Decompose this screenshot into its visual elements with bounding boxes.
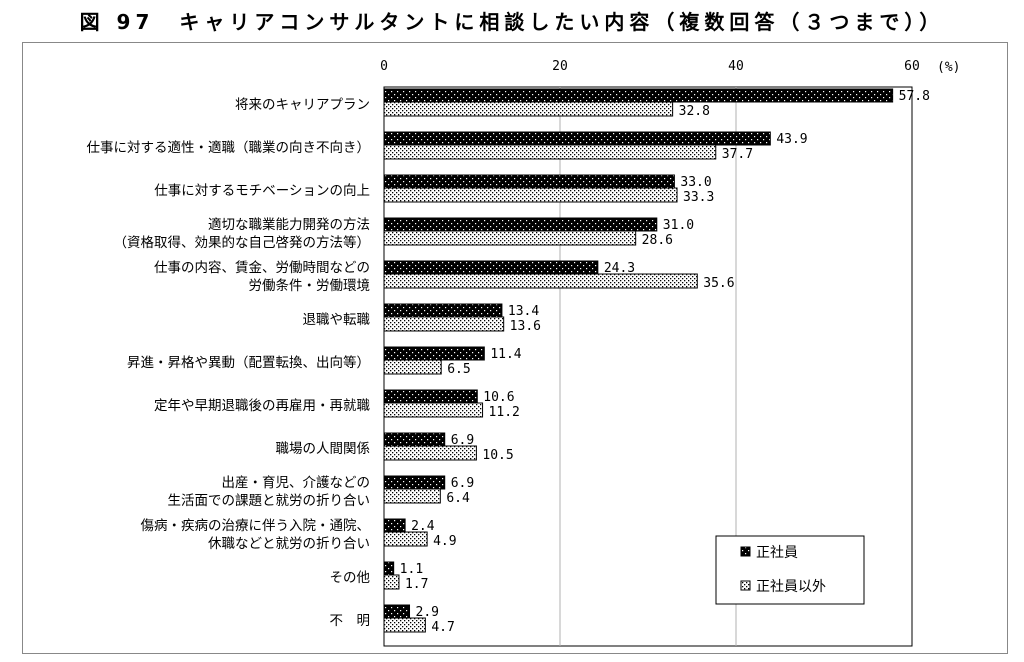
x-tick-label: 0 <box>380 59 388 74</box>
bar-seishain <box>383 346 485 361</box>
bar-seishain-igai <box>383 273 698 289</box>
category-label: 不 明 <box>330 613 371 629</box>
category-label: 出産・育児、介護などの <box>222 475 371 491</box>
bar-seishain <box>383 303 503 318</box>
bar-seishain <box>383 88 894 103</box>
bars <box>383 88 894 633</box>
bar-seishain-igai <box>383 359 442 375</box>
data-label-seishain: 33.0 <box>680 175 711 190</box>
data-label-seishain-igai: 4.7 <box>431 620 454 635</box>
bar-seishain-igai <box>383 402 484 418</box>
category-label: 昇進・昇格や異動（配置転換、出向等） <box>127 354 370 371</box>
data-label-seishain-igai: 4.9 <box>433 534 456 549</box>
bar-seishain-igai <box>383 531 428 547</box>
data-label-seishain-igai: 1.7 <box>405 577 428 592</box>
legend-swatch-seishain <box>740 546 751 557</box>
bar-seishain <box>383 475 446 490</box>
data-label-seishain-igai: 11.2 <box>489 405 520 420</box>
data-label-seishain: 6.9 <box>451 476 474 491</box>
bar-seishain <box>383 604 411 619</box>
bar-seishain-igai <box>383 617 426 633</box>
legend-swatch-seishain-igai <box>740 580 751 591</box>
chart-title: 図 97 キャリアコンサルタントに相談したい内容（複数回答（３つまで）） <box>79 10 945 34</box>
data-label-seishain: 24.3 <box>604 261 635 276</box>
category-label: 仕事に対するモチベーションの向上 <box>154 183 370 199</box>
data-label-seishain: 2.4 <box>411 519 435 534</box>
category-label: その他 <box>330 570 371 586</box>
category-label: 将来のキャリアプラン <box>235 97 370 113</box>
bar-seishain-igai <box>383 101 674 117</box>
data-label-seishain-igai: 10.5 <box>482 448 513 463</box>
bar-seishain <box>383 389 478 404</box>
bar-seishain <box>383 561 395 576</box>
labels: 0 20 40 60 (%) 57.8 32.8 将来のキャリアプラン 43.9 37.7 仕事に対… <box>87 59 961 635</box>
legend-label-seishain-igai: 正社員以外 <box>756 579 826 595</box>
data-label-seishain-igai: 28.6 <box>642 233 673 248</box>
bar-seishain <box>383 432 446 447</box>
data-label-seishain: 6.9 <box>451 433 474 448</box>
data-label-seishain: 57.8 <box>899 89 930 104</box>
category-label: 定年や早期退職後の再雇用・再就職 <box>154 397 370 414</box>
data-label-seishain: 13.4 <box>508 304 539 319</box>
x-tick-label: 40 <box>728 59 744 74</box>
data-label-seishain: 43.9 <box>776 132 807 147</box>
data-label-seishain-igai: 37.7 <box>722 147 753 162</box>
data-label-seishain-igai: 32.8 <box>679 104 710 119</box>
x-tick-label: 20 <box>552 59 568 74</box>
category-label: （資格取得、効果的な自己啓発の方法等） <box>114 234 371 251</box>
data-label-seishain-igai: 6.5 <box>447 362 470 377</box>
category-label: 仕事に対する適性・適職（職業の向き不向き） <box>87 139 371 156</box>
category-label: 休職などと就労の折り合い <box>208 536 370 552</box>
bar-seishain <box>383 518 406 533</box>
chart-frame <box>22 42 1008 654</box>
category-label: 退職や転職 <box>303 312 371 328</box>
category-label: 職場の人間関係 <box>276 441 371 457</box>
data-label-seishain: 10.6 <box>483 390 514 405</box>
unit-label: (%) <box>937 60 960 75</box>
bar-seishain-igai <box>383 574 400 590</box>
bar-seishain-igai <box>383 187 678 203</box>
bar-seishain <box>383 217 658 232</box>
bar-seishain-igai <box>383 230 637 246</box>
category-label: 適切な職業能力開発の方法 <box>208 216 370 233</box>
legend-label-seishain: 正社員 <box>756 545 798 561</box>
category-label: 傷病・疾病の治療に伴う入院・通院、 <box>141 517 371 534</box>
data-label-seishain-igai: 33.3 <box>683 190 714 205</box>
bar-seishain <box>383 174 675 189</box>
bar-seishain-igai <box>383 445 477 461</box>
bar-seishain <box>383 131 771 146</box>
category-label: 労働条件・労働環境 <box>249 277 371 294</box>
data-label-seishain-igai: 6.4 <box>446 491 470 506</box>
data-label-seishain: 1.1 <box>400 562 423 577</box>
bar-seishain-igai <box>383 144 717 160</box>
data-label-seishain-igai: 35.6 <box>703 276 734 291</box>
category-label: 仕事の内容、賃金、労働時間などの <box>154 259 370 276</box>
bar-seishain-igai <box>383 316 505 332</box>
x-tick-label: 60 <box>904 59 920 74</box>
data-label-seishain: 11.4 <box>490 347 521 362</box>
data-label-seishain-igai: 13.6 <box>510 319 541 334</box>
bar-seishain-igai <box>383 488 441 504</box>
bar-seishain <box>383 260 599 275</box>
category-label: 生活面での課題と就労の折り合い <box>168 493 371 509</box>
data-label-seishain: 31.0 <box>663 218 694 233</box>
data-label-seishain: 2.9 <box>416 605 439 620</box>
